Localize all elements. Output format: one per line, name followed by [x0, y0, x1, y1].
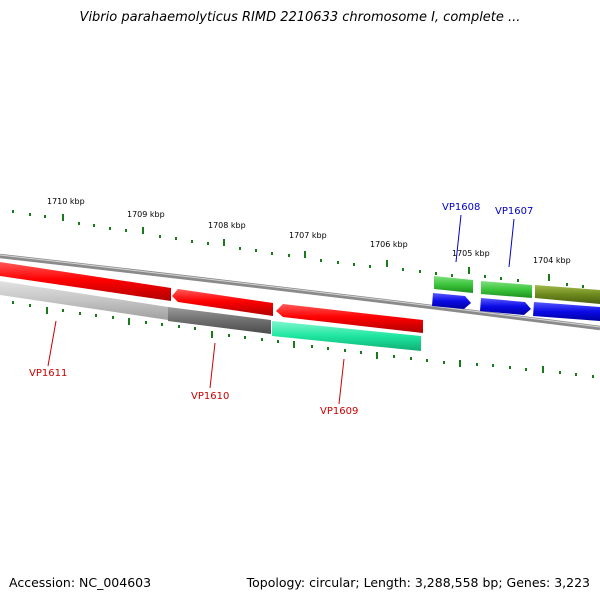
gene-track-upper [0, 262, 600, 333]
chromosome-backbone-highlight [0, 254, 600, 328]
gene-label-vp1607[interactable]: VP1607 [495, 206, 533, 217]
major-tick [62, 214, 64, 221]
accession-text: Accession: NC_004603 [9, 575, 152, 590]
chromosome-backbone [0, 253, 600, 331]
leader-line [338, 358, 345, 405]
gene-feature[interactable] [172, 289, 273, 316]
major-tick [542, 366, 544, 373]
leader-line [209, 342, 216, 389]
major-tick [459, 360, 461, 367]
gene-feature[interactable] [272, 321, 421, 351]
major-tick [548, 274, 550, 281]
kbp-label-1709: 1709 kbp [127, 210, 165, 219]
topology-text: Topology: circular; Length: 3,288,558 bp… [246, 575, 590, 590]
leader-line [47, 320, 57, 367]
major-tick [293, 341, 295, 348]
gene-track-lower [0, 281, 600, 351]
gene-feature[interactable] [481, 281, 532, 298]
kbp-label-1706: 1706 kbp [370, 240, 408, 249]
major-tick [211, 331, 213, 338]
map-title: Vibrio parahaemolyticus RIMD 2210633 chr… [79, 10, 521, 25]
gene-label-vp1610[interactable]: VP1610 [191, 391, 229, 402]
gene-feature[interactable] [168, 307, 271, 334]
major-tick [468, 267, 470, 274]
gene-label-vp1608[interactable]: VP1608 [442, 202, 480, 213]
major-tick [46, 307, 48, 314]
gene-feature[interactable] [434, 276, 473, 293]
gene-feature[interactable] [535, 285, 600, 304]
major-tick [304, 251, 306, 258]
gene-feature[interactable] [0, 281, 168, 320]
gene-feature[interactable] [276, 304, 423, 333]
leader-line [455, 214, 462, 263]
kbp-label-1708: 1708 kbp [208, 221, 246, 230]
gene-feature[interactable] [0, 262, 171, 301]
major-tick [376, 352, 378, 359]
gene-label-vp1609[interactable]: VP1609 [320, 406, 358, 417]
major-tick [128, 318, 130, 325]
major-tick [223, 239, 225, 246]
gene-feature[interactable] [533, 302, 600, 321]
major-tick [142, 227, 144, 234]
major-tick [386, 260, 388, 267]
gene-labels: VP1611 VP1610 VP1609 VP1608 VP1607 [29, 202, 533, 417]
kbp-label-1705: 1705 kbp [452, 249, 490, 258]
kbp-label-1707: 1707 kbp [289, 231, 327, 240]
gene-feature[interactable] [480, 298, 531, 315]
kbp-label-1704: 1704 kbp [533, 256, 571, 265]
leader-line [508, 218, 515, 268]
kbp-label-1710: 1710 kbp [47, 197, 85, 206]
kbp-tick-track-upper [12, 210, 584, 288]
gene-feature[interactable] [432, 293, 471, 309]
kbp-tick-track-lower [12, 301, 594, 378]
gene-label-vp1611[interactable]: VP1611 [29, 368, 67, 379]
